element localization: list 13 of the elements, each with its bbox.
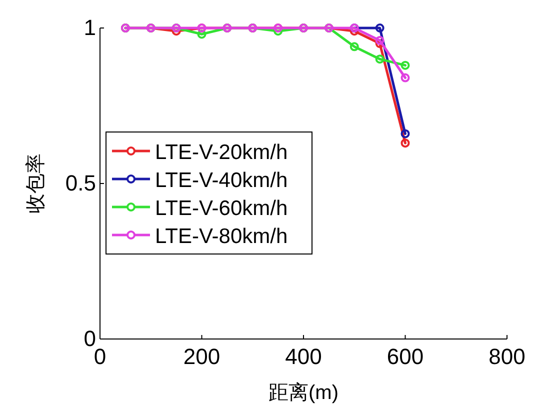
y-tick-label: 1 [84, 15, 96, 40]
legend-label: LTE-V-40km/h [155, 169, 288, 192]
x-axis-title: 距离(m) [268, 382, 338, 404]
x-tick-label: 800 [488, 344, 526, 369]
y-tick-label: 0 [84, 326, 96, 351]
legend-label: LTE-V-60km/h [155, 197, 288, 220]
x-tick-label: 600 [386, 344, 424, 369]
x-tick-label: 200 [183, 344, 220, 369]
legend-label: LTE-V-20km/h [155, 141, 288, 164]
x-tick-label: 400 [285, 344, 322, 369]
y-tick-label: 0.5 [65, 170, 96, 196]
y-axis-title: 收包率 [25, 154, 47, 214]
legend-label: LTE-V-80km/h [155, 225, 288, 248]
